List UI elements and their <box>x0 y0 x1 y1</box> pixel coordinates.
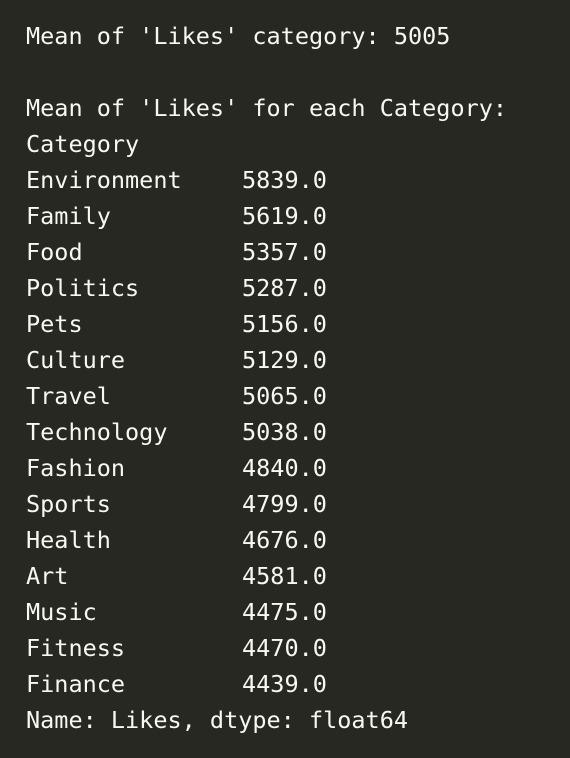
group-header-line: Mean of 'Likes' for each Category: <box>26 94 508 122</box>
category-label: Art <box>26 562 69 590</box>
category-label: Politics <box>26 274 140 302</box>
category-label: Music <box>26 598 97 626</box>
category-label: Travel <box>26 382 111 410</box>
series-row: Sports 4799.0 <box>26 486 570 522</box>
category-label: Food <box>26 238 83 266</box>
category-label: Fitness <box>26 634 126 662</box>
series-rows: Environment 5839.0 Family 5619.0 Food 53… <box>26 162 570 702</box>
likes-value: 5287.0 <box>242 274 327 302</box>
likes-value: 4470.0 <box>242 634 327 662</box>
category-label: Environment <box>26 166 182 194</box>
category-label: Culture <box>26 346 126 374</box>
index-name: Category <box>26 130 140 158</box>
likes-value: 4581.0 <box>242 562 327 590</box>
series-row: Fitness 4470.0 <box>26 630 570 666</box>
category-label: Pets <box>26 310 83 338</box>
overall-mean-line: Mean of 'Likes' category: 5005 <box>26 22 451 50</box>
series-row: Family 5619.0 <box>26 198 570 234</box>
likes-value: 4840.0 <box>242 454 327 482</box>
likes-value: 5156.0 <box>242 310 327 338</box>
likes-value: 4475.0 <box>242 598 327 626</box>
category-label: Sports <box>26 490 111 518</box>
series-footer-line: Name: Likes, dtype: float64 <box>26 706 409 734</box>
series-row: Technology 5038.0 <box>26 414 570 450</box>
category-label: Fashion <box>26 454 126 482</box>
category-label: Health <box>26 526 111 554</box>
series-row: Music 4475.0 <box>26 594 570 630</box>
series-row: Environment 5839.0 <box>26 162 570 198</box>
likes-value: 4439.0 <box>242 670 327 698</box>
series-row: Travel 5065.0 <box>26 378 570 414</box>
series-row: Health 4676.0 <box>26 522 570 558</box>
series-row: Food 5357.0 <box>26 234 570 270</box>
category-label: Finance <box>26 670 126 698</box>
likes-value: 4799.0 <box>242 490 327 518</box>
likes-value: 5129.0 <box>242 346 327 374</box>
likes-value: 5357.0 <box>242 238 327 266</box>
series-row: Art 4581.0 <box>26 558 570 594</box>
series-row: Politics 5287.0 <box>26 270 570 306</box>
likes-value: 4676.0 <box>242 526 327 554</box>
series-row: Finance 4439.0 <box>26 666 570 702</box>
category-label: Family <box>26 202 111 230</box>
series-row: Fashion 4840.0 <box>26 450 570 486</box>
series-row: Culture 5129.0 <box>26 342 570 378</box>
blank-line <box>26 54 570 90</box>
category-label: Technology <box>26 418 168 446</box>
likes-value: 5839.0 <box>242 166 327 194</box>
series-row: Pets 5156.0 <box>26 306 570 342</box>
likes-value: 5619.0 <box>242 202 327 230</box>
likes-value: 5038.0 <box>242 418 327 446</box>
likes-value: 5065.0 <box>242 382 327 410</box>
